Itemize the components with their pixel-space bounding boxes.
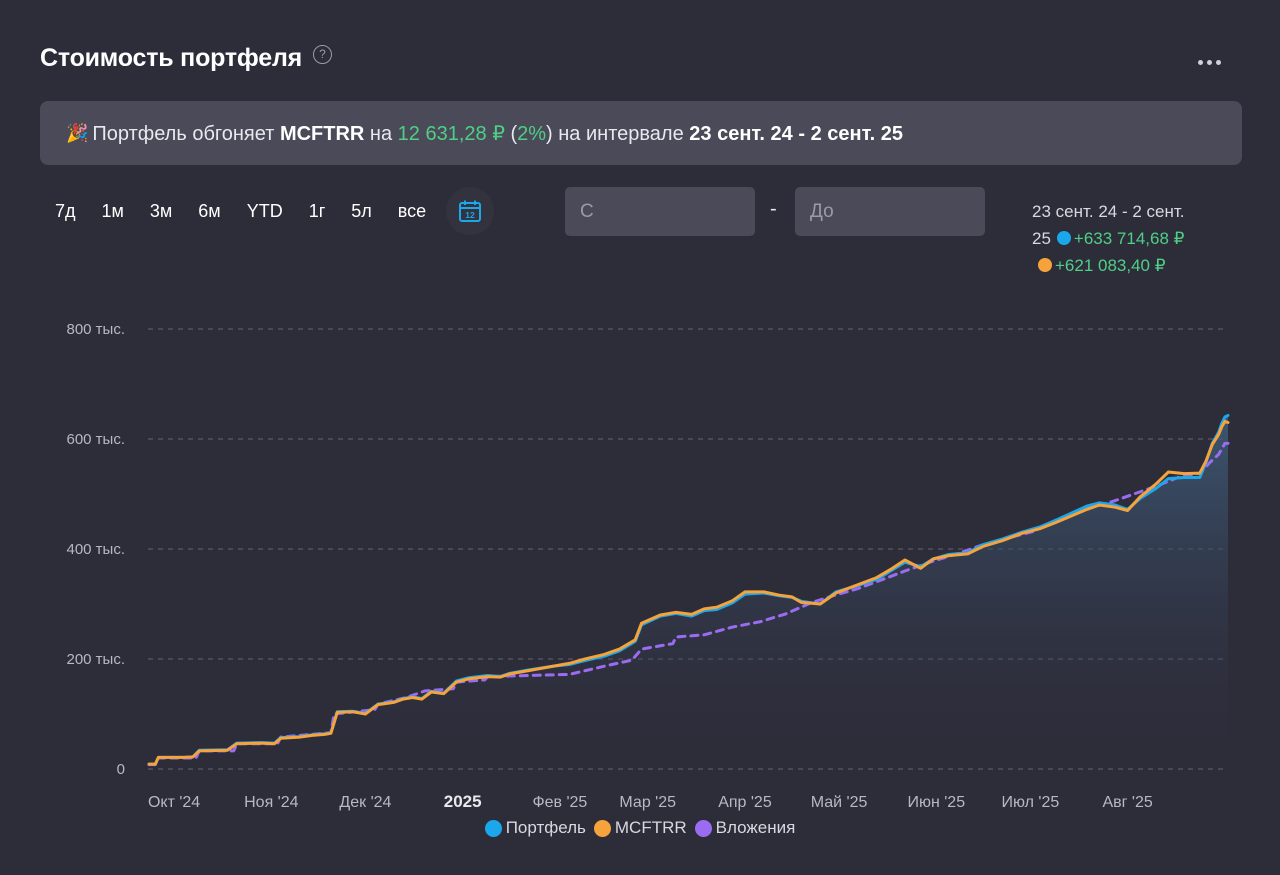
- x-tick-label: Май '25: [811, 794, 868, 811]
- portfolio-area: [149, 415, 1228, 769]
- more-options-button[interactable]: [1190, 48, 1228, 76]
- summary-interval: 23 сент. 24 - 2 сент.: [1032, 202, 1185, 221]
- period-7d[interactable]: 7д: [55, 200, 76, 221]
- party-icon: 🎉: [66, 122, 89, 143]
- summary-index-change: +621 083,40 ₽: [1055, 256, 1166, 275]
- date-from-input[interactable]: [565, 187, 755, 236]
- interval-summary: 23 сент. 24 - 2 сент. 25 +633 714,68 ₽ +6…: [1032, 198, 1232, 279]
- period-1y[interactable]: 1г: [308, 200, 326, 221]
- dot-icon: [1197, 59, 1203, 65]
- portfolio-dot-icon: [1056, 231, 1071, 245]
- chart-legend: Портфель MCFTRR Вложения: [0, 818, 1280, 838]
- legend-mcftrr-dot-icon: [593, 819, 611, 837]
- banner-amount: 12 631,28 ₽: [397, 122, 505, 145]
- legend-investments-dot-icon: [694, 819, 712, 837]
- chart-title: Стоимость портфеля: [40, 44, 303, 72]
- x-tick-label: Июн '25: [907, 794, 965, 811]
- banner-percent: 2%: [517, 122, 547, 145]
- date-to-input[interactable]: [795, 187, 985, 236]
- x-tick-label: Июл '25: [1002, 794, 1060, 811]
- x-tick-label: Дек '24: [339, 794, 391, 811]
- mcftrr-line: [147, 419, 1230, 766]
- period-3m[interactable]: 3м: [149, 200, 173, 221]
- dot-icon: [1215, 59, 1221, 65]
- x-tick-label: Фев '25: [532, 794, 587, 811]
- banner-interval: 23 сент. 24 - 2 сент. 25: [689, 122, 903, 145]
- banner-index: MCFTRR: [279, 122, 365, 145]
- period-all[interactable]: все: [397, 200, 427, 221]
- dot-icon: [1206, 59, 1212, 65]
- calendar-button[interactable]: 12: [446, 187, 495, 235]
- x-tick-label: Окт '24: [148, 794, 200, 811]
- summary-interval-cont: 25: [1032, 229, 1051, 248]
- date-range-separator: -: [770, 198, 777, 220]
- portfolio-chart: 0 200 тыс. 400 тыс. 600 тыс. 800 тыс. Окт '2…: [66, 321, 1230, 811]
- period-6m[interactable]: 6м: [198, 200, 221, 221]
- svg-text:12: 12: [465, 210, 475, 220]
- legend-investments[interactable]: Вложения: [694, 818, 795, 838]
- summary-portfolio-change: +633 714,68 ₽: [1073, 229, 1185, 248]
- y-tick-label: 200 тыс.: [66, 651, 125, 668]
- x-tick-label: 2025: [444, 792, 482, 811]
- y-tick-label: 800 тыс.: [66, 321, 125, 338]
- y-tick-label: 400 тыс.: [66, 541, 125, 558]
- legend-portfolio-dot-icon: [484, 819, 502, 837]
- calendar-icon: 12: [459, 200, 482, 222]
- x-tick-label: Мар '25: [619, 794, 676, 811]
- index-dot-icon: [1038, 258, 1052, 272]
- legend-portfolio[interactable]: Портфель: [484, 818, 586, 838]
- period-5y[interactable]: 5л: [351, 200, 372, 221]
- x-tick-label: Ноя '24: [244, 794, 299, 811]
- period-ytd[interactable]: YTD: [246, 200, 283, 221]
- x-tick-label: Авг '25: [1102, 794, 1152, 811]
- outperformance-banner: 🎉 Портфель обгоняет MCFTRR на 12 631,28 …: [40, 101, 1242, 165]
- legend-mcftrr[interactable]: MCFTRR: [593, 818, 687, 838]
- period-selector: 7д 1м 3м 6м YTD 1г 5л все 12: [40, 186, 495, 236]
- x-tick-label: Апр '25: [718, 794, 772, 811]
- banner-text: Портфель обгоняет MCFTRR на 12 631,28 ₽ …: [92, 122, 903, 145]
- period-1m[interactable]: 1м: [101, 200, 124, 221]
- y-tick-label: 600 тыс.: [66, 431, 125, 448]
- y-tick-label: 0: [117, 761, 125, 778]
- help-icon[interactable]: ?: [313, 45, 332, 64]
